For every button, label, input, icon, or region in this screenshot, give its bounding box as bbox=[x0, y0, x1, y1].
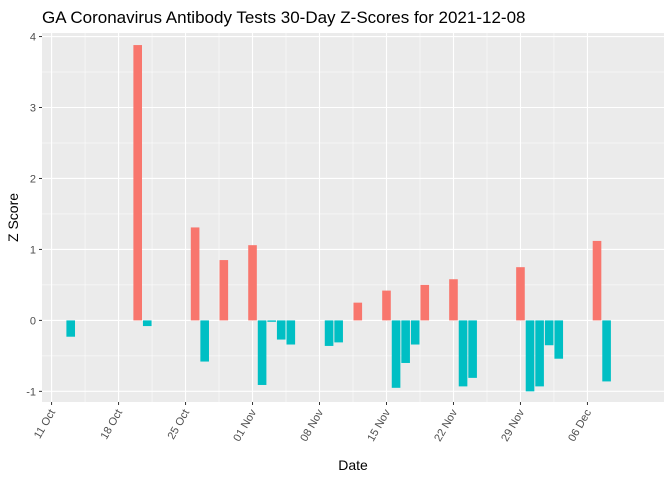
bar bbox=[468, 320, 477, 378]
x-tick-label: 22 Nov bbox=[432, 407, 460, 444]
bar bbox=[516, 267, 525, 321]
bar bbox=[535, 320, 544, 387]
bar bbox=[142, 320, 152, 327]
bar bbox=[449, 279, 458, 321]
bar bbox=[410, 320, 420, 345]
bar bbox=[267, 320, 276, 322]
y-tick-label: 2 bbox=[30, 173, 36, 185]
x-axis-title: Date bbox=[338, 457, 368, 473]
y-tick-label: -1 bbox=[26, 386, 36, 398]
bar bbox=[257, 320, 267, 385]
x-tick-label: 08 Nov bbox=[298, 407, 326, 444]
bar bbox=[391, 320, 401, 388]
y-axis: -1 0 1 2 3 4 bbox=[26, 32, 42, 398]
bar bbox=[353, 302, 363, 321]
bar bbox=[133, 45, 142, 321]
bar bbox=[66, 320, 76, 337]
bar bbox=[334, 320, 343, 343]
major-gridlines bbox=[42, 33, 664, 402]
x-axis: 11 Oct 18 Oct 25 Oct 01 Nov 08 Nov 15 Nov 22 N… bbox=[32, 402, 594, 444]
bar bbox=[200, 320, 209, 362]
bar bbox=[458, 320, 468, 387]
bar bbox=[554, 320, 564, 359]
x-tick-label: 18 Oct bbox=[99, 408, 126, 442]
bar bbox=[286, 320, 296, 345]
bars bbox=[66, 45, 611, 392]
bar bbox=[420, 284, 430, 321]
y-tick-label: 0 bbox=[30, 315, 36, 327]
bar bbox=[525, 320, 535, 392]
x-tick-label: 15 Nov bbox=[365, 407, 393, 444]
bar bbox=[248, 245, 257, 321]
bar bbox=[276, 320, 286, 340]
x-tick-label: 06 Dec bbox=[566, 407, 594, 444]
y-tick-label: 3 bbox=[30, 103, 36, 115]
bar bbox=[382, 290, 391, 321]
chart-title: GA Coronavirus Antibody Tests 30-Day Z-S… bbox=[42, 8, 525, 27]
bar bbox=[544, 320, 554, 346]
bar bbox=[219, 260, 229, 321]
x-tick-label: 29 Nov bbox=[499, 407, 527, 444]
bar bbox=[190, 227, 200, 321]
bar bbox=[602, 320, 611, 382]
x-tick-label: 25 Oct bbox=[166, 408, 193, 442]
minor-gridlines bbox=[42, 33, 664, 402]
y-tick-label: 1 bbox=[30, 244, 36, 256]
y-axis-title: Z Score bbox=[5, 193, 21, 242]
x-tick-label: 01 Nov bbox=[231, 407, 259, 444]
bar bbox=[401, 320, 410, 363]
bar bbox=[324, 320, 334, 346]
x-tick-label: 11 Oct bbox=[32, 408, 58, 441]
bar bbox=[592, 240, 602, 321]
y-tick-label: 4 bbox=[30, 32, 36, 44]
